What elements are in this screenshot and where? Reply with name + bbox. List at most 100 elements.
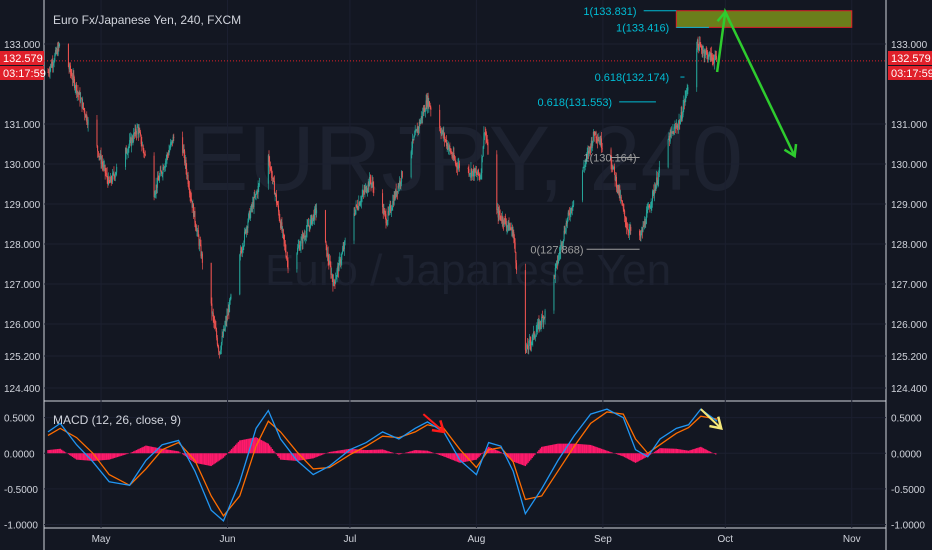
candle-body — [597, 139, 599, 142]
candle-body — [341, 251, 343, 254]
candle-body — [105, 173, 107, 175]
candle-body — [229, 300, 231, 313]
candle-body — [420, 116, 422, 121]
candle-body — [683, 101, 685, 103]
candle-body — [418, 121, 420, 129]
candle-body — [162, 167, 164, 174]
candle-body — [373, 186, 375, 194]
candle-body — [86, 121, 88, 125]
candle-body — [478, 174, 480, 176]
candle-body — [331, 274, 333, 275]
price-tick-right: 133.000 — [891, 40, 928, 51]
candle-body — [344, 240, 346, 242]
candle-body — [672, 131, 674, 133]
candle-body — [557, 260, 559, 265]
candle-body — [425, 100, 427, 111]
candle-body — [131, 137, 133, 146]
candle-body — [416, 129, 418, 131]
candle-body — [218, 351, 220, 354]
candle-body — [530, 343, 532, 346]
candle-body — [613, 166, 615, 173]
candle-body — [144, 153, 146, 155]
candle-body — [570, 207, 572, 215]
candle-body — [330, 265, 332, 275]
candle-body — [392, 200, 394, 208]
price-axis[interactable]: 133.000 133.000 131.000 131.000 130.000 130.0… — [4, 40, 928, 531]
candle-body — [390, 205, 392, 212]
target-zone — [675, 10, 853, 28]
candle-body — [184, 159, 186, 163]
candle-body — [361, 195, 363, 198]
candle-body — [196, 230, 198, 232]
candle-body — [539, 321, 541, 330]
candle-body — [106, 173, 108, 179]
candle-body — [139, 132, 141, 135]
candle-body — [167, 154, 169, 156]
candle-body — [305, 237, 307, 238]
candle-body — [201, 253, 203, 257]
candle-body — [166, 154, 168, 159]
candle-body — [671, 131, 673, 133]
candle-body — [329, 260, 331, 265]
candle-body — [588, 150, 590, 154]
candle-body — [676, 125, 678, 128]
time-axis[interactable]: May Jun Jul Aug Sep Oct Nov — [92, 534, 861, 545]
candle-body — [327, 252, 329, 261]
candle-body — [500, 215, 502, 220]
candle-body — [284, 243, 286, 251]
candle-body — [477, 169, 479, 175]
candle-body — [70, 72, 72, 75]
candle-body — [131, 137, 133, 141]
candle-body — [80, 98, 82, 100]
candle-body — [697, 39, 699, 46]
candle-body — [52, 63, 54, 66]
candle-body — [53, 61, 55, 64]
candle-body — [228, 309, 230, 313]
candle-body — [671, 131, 673, 134]
candle-body — [112, 173, 114, 182]
candle-body — [126, 153, 128, 154]
candle-body — [544, 310, 546, 319]
candle-body — [593, 131, 595, 135]
candle-body — [55, 50, 57, 53]
candle-body — [617, 184, 619, 189]
candle-body — [452, 156, 454, 158]
candle-body — [362, 191, 364, 196]
candle-body — [74, 78, 76, 88]
candle-body — [561, 242, 563, 247]
candle-body — [382, 207, 384, 215]
candle-body — [197, 230, 199, 237]
candle-body — [399, 180, 401, 187]
candle-body — [527, 348, 529, 350]
candle-body — [298, 245, 300, 247]
candle-body — [538, 321, 540, 330]
candle-body — [654, 189, 656, 195]
candle-body — [641, 229, 643, 232]
candle-body — [707, 52, 709, 59]
candle-body — [133, 133, 135, 141]
candle-body — [50, 64, 52, 69]
candle-body — [59, 44, 61, 47]
candle-body — [182, 149, 184, 153]
candle-body — [388, 207, 390, 212]
candle-body — [685, 91, 687, 98]
candle-body — [156, 177, 158, 188]
candle-body — [332, 279, 334, 286]
price-tick-left: 130.000 — [4, 160, 41, 171]
candle-body — [668, 135, 670, 140]
candle-body — [337, 266, 339, 271]
candle-body — [539, 321, 541, 325]
candle-body — [509, 227, 511, 229]
candle-body — [516, 262, 518, 271]
candle-body — [528, 340, 530, 342]
candle-body — [189, 192, 191, 195]
candle-body — [707, 57, 709, 59]
candle-body — [614, 172, 616, 181]
candle-body — [677, 127, 679, 129]
candle-body — [339, 258, 341, 264]
candle-body — [496, 154, 498, 211]
candle-body — [572, 205, 574, 208]
candle-body — [596, 139, 598, 142]
candle-body — [360, 197, 362, 202]
